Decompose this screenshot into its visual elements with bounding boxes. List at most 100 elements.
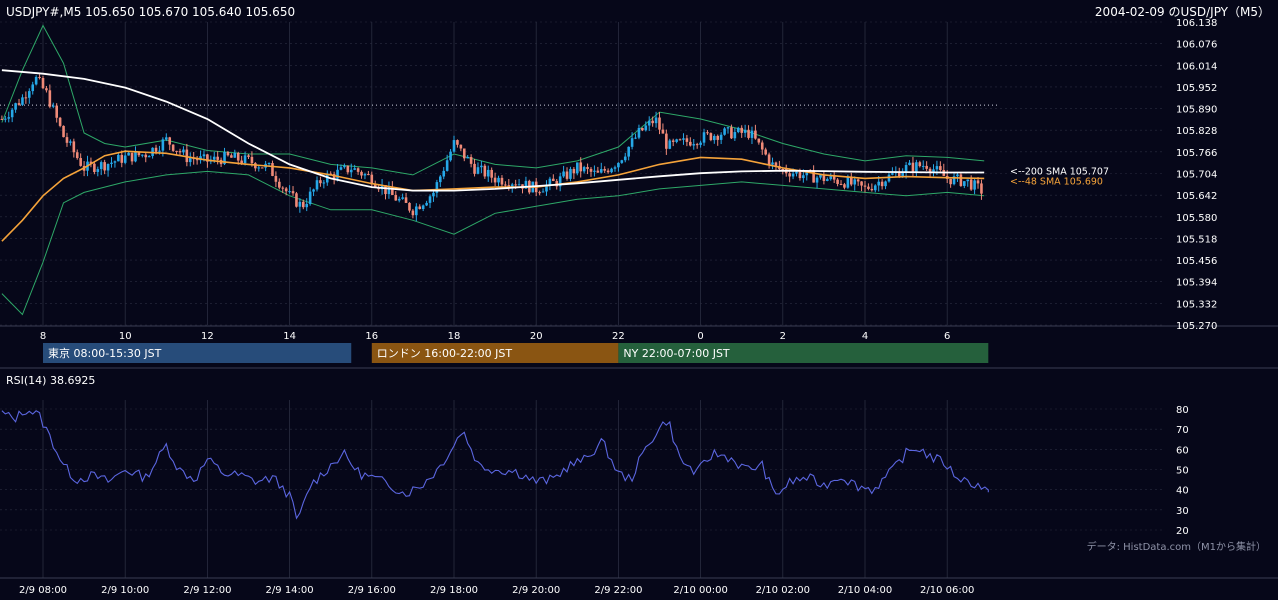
candle: [507, 178, 511, 191]
candle-body: [110, 162, 113, 164]
candle-body: [891, 173, 894, 175]
candle: [750, 126, 754, 144]
candle-body: [0, 119, 4, 121]
candle: [665, 129, 668, 155]
candle-body: [726, 127, 730, 129]
candle: [623, 152, 627, 163]
session-label: 東京 08:00-15:30 JST: [48, 346, 162, 360]
candle-body: [949, 178, 952, 185]
candle-body: [295, 193, 298, 207]
candle: [466, 155, 469, 159]
candle-body: [565, 171, 569, 179]
candle: [699, 140, 702, 148]
candle-body: [158, 150, 161, 152]
candle: [394, 191, 398, 201]
session-0: 東京 08:00-15:30 JST: [43, 343, 352, 363]
candle: [147, 155, 151, 158]
candle-body: [199, 156, 202, 161]
candle-body: [552, 178, 555, 182]
candle: [175, 150, 178, 155]
candle-body: [58, 117, 62, 126]
candle: [185, 143, 189, 167]
candle-body: [627, 146, 630, 157]
candle-body: [137, 151, 141, 156]
candle: [421, 204, 425, 212]
candle-body: [4, 118, 7, 120]
candle: [308, 187, 312, 206]
candle-body: [41, 78, 45, 89]
candle-body: [678, 139, 682, 141]
candle-body: [517, 184, 521, 186]
candle: [812, 165, 815, 183]
candle-body: [966, 179, 970, 182]
candle-body: [168, 137, 172, 145]
candle-body: [93, 163, 96, 172]
candle-body: [743, 129, 747, 133]
candle-body: [154, 147, 158, 152]
price-tick-label: 105.704: [1176, 170, 1217, 181]
date-tick-label: 2/10 06:00: [920, 585, 974, 596]
rsi-tick-label: 70: [1176, 425, 1189, 436]
candle: [552, 174, 555, 182]
candle-body: [445, 160, 449, 171]
candle-body: [788, 173, 791, 177]
candle-body: [130, 152, 134, 162]
candle-body: [339, 167, 343, 170]
candle-body: [723, 128, 726, 135]
candle-body: [771, 162, 774, 165]
candle: [93, 161, 96, 175]
candle-body: [79, 158, 82, 166]
candle: [103, 159, 106, 175]
candle-body: [480, 165, 483, 168]
candle: [726, 126, 730, 134]
candle: [826, 177, 829, 182]
candle: [24, 91, 28, 104]
candle-body: [774, 162, 778, 166]
candle: [671, 138, 675, 147]
candle-body: [593, 170, 596, 172]
candle: [733, 128, 737, 141]
candle: [0, 115, 4, 121]
candle: [55, 103, 58, 123]
candle: [473, 158, 476, 177]
candle-body: [925, 165, 928, 169]
candle-body: [901, 172, 904, 178]
candle-body: [500, 177, 504, 185]
bollinger-lower-line: [1, 170, 985, 316]
candle-body: [278, 181, 281, 188]
candle-body: [363, 174, 367, 176]
candle-body: [685, 138, 689, 142]
candle: [274, 171, 278, 188]
candle-body: [175, 150, 178, 152]
candle: [367, 170, 370, 176]
candle-body: [860, 181, 863, 186]
candle: [4, 115, 7, 123]
candle: [178, 148, 182, 156]
candle: [596, 166, 600, 173]
candle-body: [572, 168, 576, 174]
time-tick-label: 18: [448, 331, 461, 342]
candle-body: [466, 157, 469, 159]
candle: [312, 188, 315, 197]
price-tick-label: 105.766: [1176, 148, 1217, 159]
candle: [171, 144, 175, 153]
candle-body: [106, 163, 110, 171]
candle-body: [305, 203, 309, 208]
price-tick-label: 105.642: [1176, 191, 1217, 202]
candle: [45, 86, 48, 93]
candle: [291, 186, 295, 196]
candle-body: [267, 163, 271, 165]
candle: [72, 138, 76, 158]
session-block: [43, 343, 352, 363]
candle-body: [17, 103, 21, 105]
candle: [319, 176, 322, 187]
candle: [41, 75, 45, 90]
candle: [339, 164, 343, 171]
candle: [497, 175, 500, 187]
candle-body: [884, 181, 887, 187]
candle-body: [843, 184, 846, 188]
candle-body: [240, 160, 243, 164]
candle: [569, 166, 572, 182]
session-1: ロンドン 16:00-22:00 JST: [371, 343, 619, 363]
candle: [815, 175, 819, 189]
